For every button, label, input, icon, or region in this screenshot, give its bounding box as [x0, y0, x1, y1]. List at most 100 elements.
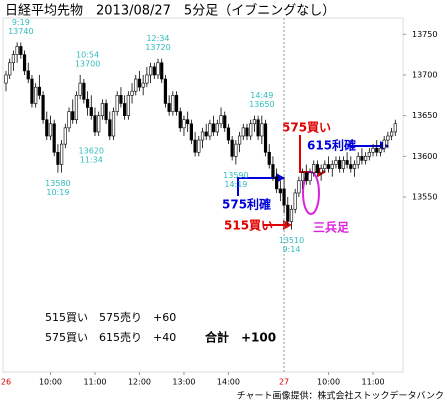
- candle-body: [219, 115, 223, 125]
- day-tick-label: 26: [1, 378, 11, 387]
- x-tick-label: 10:00: [39, 378, 62, 387]
- annotation-time: 9:19: [12, 18, 30, 27]
- candle-body: [148, 66, 153, 76]
- candle-body: [304, 172, 308, 182]
- candle-body: [189, 123, 193, 141]
- y-tick-label: 13650: [412, 111, 437, 120]
- candle-body: [82, 82, 86, 100]
- candle-body: [252, 119, 257, 125]
- candle-body: [152, 66, 156, 76]
- candle-body: [263, 123, 268, 153]
- candle-body: [212, 123, 216, 133]
- candle-body: [156, 62, 160, 76]
- candle-body: [8, 62, 12, 76]
- candle-body: [126, 95, 130, 116]
- candle-body: [338, 160, 342, 169]
- candle-body: [160, 62, 164, 80]
- candle-body: [308, 172, 312, 182]
- candle-body: [275, 176, 279, 190]
- candle-body: [45, 119, 49, 137]
- candle-body: [256, 119, 260, 137]
- candle-body: [167, 103, 171, 112]
- annotation-time: 14:19: [224, 180, 247, 189]
- candle-body: [104, 103, 108, 121]
- x-tick-label: 13:00: [172, 378, 195, 387]
- y-tick-label: 13600: [412, 152, 437, 161]
- annotation-value: 13740: [8, 27, 33, 36]
- candle-body: [245, 127, 249, 137]
- candle-body: [345, 160, 349, 165]
- candle-body: [282, 188, 286, 206]
- candle-body: [312, 164, 316, 173]
- candle-body: [115, 95, 119, 112]
- candle-body: [4, 74, 8, 84]
- candle-body: [289, 208, 294, 222]
- candle-body: [56, 151, 60, 165]
- summary: 575買い 615売り +40: [45, 331, 176, 344]
- candle-body: [293, 192, 297, 210]
- candle-body: [26, 70, 30, 80]
- candle-body: [249, 123, 253, 137]
- candle-body: [19, 46, 23, 55]
- x-tick-label: 12:00: [128, 378, 151, 387]
- candle-body: [226, 127, 231, 141]
- annotation-value: 13650: [249, 100, 274, 109]
- candle-body: [71, 111, 75, 121]
- day-tick-label: 27: [279, 378, 289, 387]
- callout: 515買い: [224, 219, 273, 233]
- candle-body: [74, 95, 79, 121]
- candle-body: [141, 82, 145, 88]
- candle-body: [323, 164, 327, 169]
- y-tick-label: 13750: [412, 30, 437, 39]
- callout: 三兵足: [313, 220, 349, 235]
- candle-body: [215, 123, 219, 133]
- x-tick-label: 10:00: [317, 378, 340, 387]
- candle-body: [367, 151, 371, 157]
- candle-body: [97, 115, 101, 133]
- candle-body: [326, 164, 331, 169]
- arrow: [237, 177, 276, 196]
- candle-body: [130, 90, 134, 96]
- candle-body: [60, 143, 64, 165]
- candle-body: [301, 172, 305, 182]
- plot-frame: [2, 17, 404, 373]
- callout: 575買い: [282, 121, 331, 135]
- x-tick-label: 14:00: [217, 378, 240, 387]
- candle-body: [123, 103, 127, 116]
- candle-body: [163, 78, 168, 104]
- candle-body: [241, 127, 245, 137]
- candle-body: [234, 143, 238, 157]
- candle-body: [278, 188, 282, 194]
- candle-body: [382, 139, 386, 149]
- candle-body: [330, 164, 334, 169]
- candle-body: [297, 180, 301, 194]
- y-tick-label: 13550: [412, 193, 437, 202]
- annotation-time: 14:49: [250, 91, 273, 100]
- annotation-time: 10:19: [46, 188, 69, 197]
- annotation-value: 13620: [79, 147, 104, 156]
- candle-body: [341, 160, 345, 169]
- candle-body: [393, 123, 397, 133]
- footer: チャート画像提供：株式会社ストックデータバンク: [237, 390, 444, 402]
- callout: 615利確: [307, 138, 356, 153]
- annotation-value: 13720: [145, 43, 170, 52]
- candle-body: [286, 204, 290, 222]
- candle-body: [204, 131, 208, 137]
- candle-body: [208, 123, 212, 137]
- candle-body: [22, 54, 27, 72]
- annotation-value: 13700: [75, 59, 100, 68]
- candle-body: [41, 95, 45, 121]
- candle-body: [315, 164, 320, 173]
- candle-body: [145, 74, 149, 84]
- candle-body: [15, 46, 19, 55]
- highlight-ellipse: [302, 171, 320, 215]
- candle-body: [37, 86, 41, 96]
- candle-body: [364, 156, 368, 161]
- annotation-value: 13510: [279, 236, 304, 245]
- candle-body: [178, 111, 182, 129]
- candle-body: [67, 111, 71, 129]
- summary: 515買い 575売り +60: [45, 311, 176, 324]
- candle-body: [267, 151, 271, 165]
- candle-body: [352, 164, 357, 169]
